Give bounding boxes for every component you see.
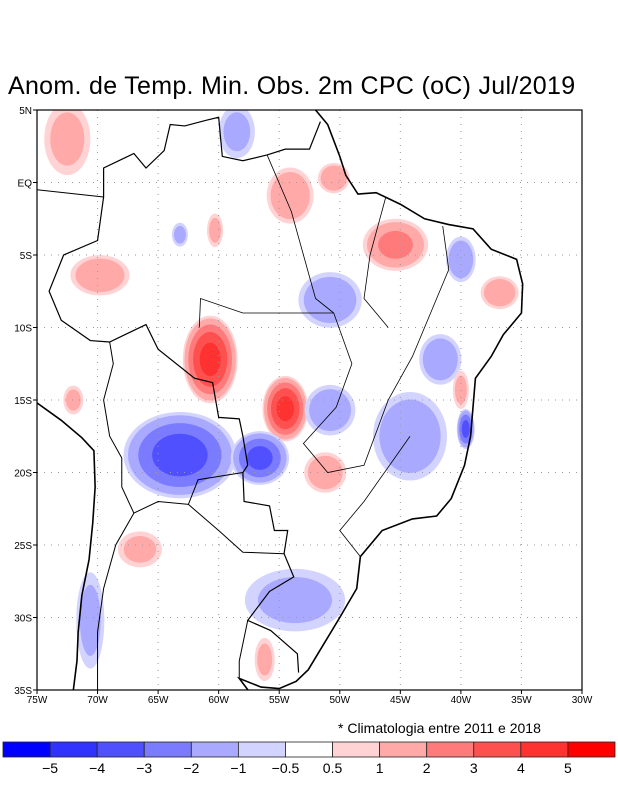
coastline [236, 110, 524, 690]
anomaly-contour [309, 389, 352, 432]
y-tick-label: 30S [14, 614, 32, 625]
y-tick-label: EQ [18, 179, 33, 190]
colorbar-swatch [2, 741, 51, 758]
x-tick-label: 75W [27, 695, 48, 706]
anomaly-contour [483, 279, 516, 307]
colorbar-swatch [520, 741, 569, 758]
anomaly-contour [378, 230, 413, 259]
boundaries [37, 110, 524, 690]
colorbar-label: 5 [564, 760, 572, 776]
state-border [198, 297, 334, 328]
colorbar-swatch [96, 741, 145, 758]
anomaly-contour [454, 375, 467, 405]
y-tick-label: 25S [14, 541, 32, 552]
anomaly-contour [320, 165, 347, 191]
climatology-note: * Climatologia entre 2011 e 2018 [338, 720, 541, 736]
colorbar-swatch [285, 741, 333, 758]
colorbar-label: −4 [89, 760, 105, 776]
x-tick-label: 30W [572, 695, 593, 706]
y-tick-label: 20S [14, 469, 32, 480]
anomaly-contour [152, 433, 208, 477]
andes-border [97, 512, 135, 690]
anomaly-contour [247, 446, 273, 470]
y-tick-label: 35S [14, 686, 32, 697]
state-border [302, 225, 450, 473]
x-tick-label: 70W [87, 695, 108, 706]
y-tick-label: 15S [14, 396, 32, 407]
anomaly-contour [422, 338, 458, 381]
colorbar-label: 2 [423, 760, 431, 776]
colorbar: −5 −4 −3 −2 −1 −0.5 0.5 1 2 3 4 5 [2, 741, 616, 776]
x-tick-label: 45W [390, 695, 411, 706]
anomaly-contour [257, 577, 333, 624]
uruguay-border [238, 620, 249, 679]
anomaly-contour [276, 396, 295, 422]
y-tick-label: 10S [14, 324, 32, 335]
colorbar-label: −2 [183, 760, 199, 776]
anomaly-contour [209, 217, 221, 243]
colombia-peru-border [37, 189, 104, 198]
anomaly-contour [50, 112, 85, 166]
anomaly-contour [270, 171, 310, 220]
anomaly-map: 75W 70W 65W 60W 55W 50W 45W 40W 35W 30W 5N EQ 5S 10S 1… [14, 106, 593, 706]
x-tick-label: 55W [269, 695, 290, 706]
colorbar-label: −0.5 [272, 760, 300, 776]
colorbar-swatch [190, 741, 239, 758]
colorbar-label: 4 [517, 760, 525, 776]
colorbar-swatch [49, 741, 98, 758]
anomaly-contour [461, 420, 470, 438]
x-tick-label: 40W [451, 695, 472, 706]
colorbar-label: −5 [42, 760, 58, 776]
y-tick-label: 5N [19, 106, 32, 117]
x-tick-label: 65W [148, 695, 169, 706]
anomaly-contour [173, 225, 186, 244]
anomaly-contour [65, 389, 81, 411]
anomaly-contour [307, 455, 343, 490]
y-tick-label: 5S [20, 251, 33, 262]
anomaly-contour [257, 643, 273, 676]
colorbar-swatch [567, 741, 616, 758]
anomaly-contour [223, 112, 251, 152]
west-coastline [37, 402, 96, 690]
colorbar-label: 3 [470, 760, 478, 776]
colorbar-swatch [379, 741, 428, 758]
anomaly-contour [123, 536, 157, 563]
colorbar-label: 0.5 [323, 760, 343, 776]
state-border [363, 196, 389, 328]
state-border [339, 436, 411, 557]
colorbar-swatch [143, 741, 192, 758]
colorbar-swatch [237, 741, 286, 758]
anomaly-contour [199, 342, 221, 377]
colorbar-label: 1 [376, 760, 384, 776]
colorbar-swatch [426, 741, 475, 758]
anomaly-layer [44, 110, 519, 682]
anomaly-contour [79, 584, 101, 656]
x-tick-label: 60W [208, 695, 229, 706]
state-border [266, 154, 334, 314]
anomaly-contour [448, 240, 474, 279]
colorbar-swatch [473, 741, 522, 758]
anomaly-contour [75, 258, 125, 293]
x-tick-label: 35W [511, 695, 532, 706]
paraguay-border [188, 504, 285, 555]
x-tick-label: 50W [329, 695, 350, 706]
colorbar-label: −3 [136, 760, 152, 776]
colorbar-label: −1 [230, 760, 246, 776]
colorbar-swatch [332, 741, 381, 758]
bolivia-border [103, 341, 243, 514]
map-title: Anom. de Temp. Min. Obs. 2m CPC (oC) Jul… [8, 72, 576, 100]
anomaly-contour [303, 276, 357, 324]
